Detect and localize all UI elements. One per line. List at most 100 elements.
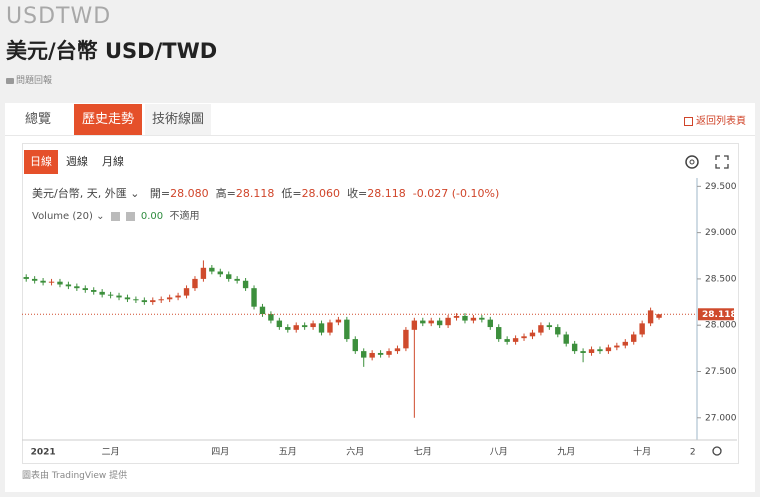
volume-status: 不適用	[169, 211, 200, 222]
candle-body	[268, 314, 274, 321]
interval[interactable]: 月線	[102, 155, 124, 168]
fullscreen-icon[interactable]	[715, 155, 729, 169]
candle-body	[116, 295, 122, 298]
candle-body	[546, 325, 553, 328]
candle-body	[124, 297, 131, 300]
last-price-label: 28.118	[702, 310, 737, 320]
footer: 圖表由 TradingView 提供	[22, 471, 128, 481]
candle-body	[259, 306, 266, 315]
x-tick-label: 八月	[490, 447, 508, 458]
settings-icon[interactable]	[685, 155, 699, 169]
candle-body	[614, 345, 620, 348]
interval-active[interactable]: 日線	[24, 150, 58, 174]
y-tick-label: 28.500	[705, 274, 737, 284]
candle-body	[310, 323, 316, 328]
x-tick-label: 四月	[211, 447, 229, 458]
candle-body	[462, 315, 468, 321]
x-tick-label: 七月	[414, 447, 432, 458]
tab[interactable]: 技術線圖	[145, 104, 211, 135]
candle-body	[538, 325, 544, 333]
candle-body	[234, 278, 240, 281]
candle-body	[631, 334, 637, 342]
candle-body	[318, 323, 325, 333]
candle-body	[301, 325, 308, 328]
candle-body	[65, 284, 72, 287]
candle-body	[580, 351, 586, 353]
report-text: 問題回報	[16, 76, 53, 86]
candle-body	[133, 299, 139, 301]
candle-body	[91, 290, 97, 292]
candle-body	[327, 322, 333, 333]
candle-body	[487, 319, 493, 328]
candle-body	[344, 319, 350, 340]
candle-body	[217, 271, 223, 275]
y-tick-label: 27.000	[705, 413, 737, 423]
symbol: USDTWD	[6, 4, 112, 29]
candle-body	[555, 327, 561, 335]
tab[interactable]: 總覽	[5, 104, 71, 135]
candle-body	[166, 297, 173, 300]
candle-body	[175, 295, 181, 298]
legend-low: 28.060	[301, 187, 341, 200]
legend-open-label: 開=	[149, 187, 171, 200]
candle-body	[563, 334, 569, 344]
candle-body	[57, 281, 63, 285]
y-tick-label: 27.500	[705, 367, 737, 377]
x-tick-label: 六月	[346, 446, 364, 458]
candle-body	[361, 351, 367, 358]
last-price-tag	[698, 308, 734, 321]
candle-body	[183, 288, 190, 296]
y-tick-label: 29.000	[705, 228, 737, 238]
tab-active[interactable]: 歷史走勢	[74, 104, 142, 135]
candle-body	[411, 320, 418, 330]
legend-close: 28.118	[367, 187, 406, 200]
candle-body	[226, 274, 232, 279]
chart-box	[22, 143, 739, 464]
candle-body	[285, 327, 291, 330]
candle-body	[453, 315, 460, 318]
candle-body	[158, 299, 164, 301]
candle-body	[647, 310, 654, 324]
candle-body	[40, 280, 46, 283]
volume-name: Volume (20)	[32, 211, 93, 222]
back-link[interactable]: 返回列表頁	[684, 112, 746, 127]
interval[interactable]: 週線	[66, 155, 88, 168]
candle-body	[74, 286, 80, 289]
legend-close-label: 收=	[347, 187, 368, 200]
divider	[5, 135, 755, 136]
candle-body	[99, 291, 105, 295]
candle-body	[209, 267, 215, 272]
legend-high: 28.118	[235, 187, 275, 200]
x-tick-label: 二月	[102, 447, 120, 458]
candle-body	[377, 352, 384, 355]
candle-body	[386, 351, 392, 355]
candle-body	[496, 327, 502, 340]
candle-body	[605, 347, 612, 352]
report-link[interactable]: 問題回報	[6, 73, 52, 86]
candle-body	[150, 300, 156, 303]
candle-body	[23, 277, 29, 279]
candle-body	[428, 320, 434, 324]
title: 美元/台幣 USD/TWD	[6, 39, 218, 63]
axis-settings-icon[interactable]	[712, 446, 722, 456]
candle-body	[436, 320, 443, 326]
x-tick-label: 十月	[633, 446, 651, 458]
candle-body	[571, 343, 578, 352]
legend-symbol: 美元/台幣, 天, 外匯	[32, 187, 127, 200]
candle-body	[445, 317, 451, 326]
legend-high-label: 高=	[215, 187, 236, 200]
candle-body	[656, 314, 662, 318]
candle-body	[107, 294, 114, 296]
back-text: 返回列表頁	[696, 116, 746, 127]
candle-body	[394, 348, 401, 352]
legend-open: 28.080	[170, 187, 209, 200]
candle-body	[48, 281, 55, 283]
candle-body	[512, 338, 519, 342]
candle-body	[622, 341, 628, 346]
candle-body	[588, 349, 595, 353]
candle-body	[192, 278, 198, 289]
candle-body	[597, 349, 603, 352]
volume-legend: Volume (20) ⌄ 0.00 不適用	[32, 211, 200, 222]
candle-body	[200, 267, 207, 279]
